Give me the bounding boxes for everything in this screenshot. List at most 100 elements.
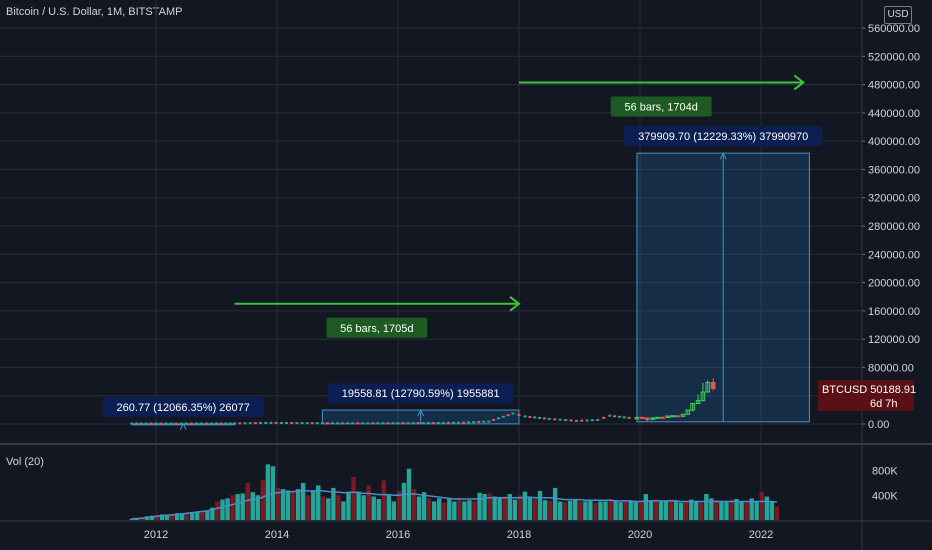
candle-body	[644, 417, 650, 420]
trend-candle	[533, 416, 537, 419]
trend-candle	[330, 422, 334, 425]
range-label-bg	[102, 396, 264, 417]
y-tick-label: 280000.00	[868, 221, 920, 233]
volume-bar	[527, 497, 533, 520]
range-label: 379909.70 (12229.33%) 37990970	[638, 131, 808, 143]
trend-candle	[290, 422, 294, 425]
trend-candle	[238, 422, 242, 425]
range-label: 19558.81 (12790.59%) 1955881	[342, 388, 500, 400]
volume-bar	[179, 513, 185, 520]
trend-candle	[169, 422, 173, 425]
volume-bar	[754, 501, 759, 520]
range-arrow-head	[179, 422, 187, 431]
volume-bar	[316, 485, 321, 520]
trend-candle	[279, 421, 283, 424]
volume-bar	[275, 487, 281, 520]
price-label-countdown: 6d 7h	[870, 398, 898, 410]
volume-bar	[442, 502, 447, 520]
volume-bar	[447, 498, 452, 520]
volume-bar	[542, 500, 548, 520]
trend-candle	[553, 418, 557, 421]
trend-candle	[135, 422, 139, 425]
trend-candle	[336, 422, 339, 425]
trend-candle	[361, 422, 365, 425]
trend-candle	[462, 421, 466, 424]
trend-candle	[436, 421, 440, 424]
trend-candle	[199, 422, 203, 425]
volume-bar	[169, 513, 175, 520]
volume-bar	[724, 501, 729, 520]
trend-candle	[441, 421, 445, 424]
trend-candle	[315, 422, 319, 425]
volume-bar	[356, 491, 361, 520]
volume-bar	[547, 500, 553, 520]
volume-bar	[668, 499, 674, 520]
candle-body	[660, 416, 665, 419]
volume-bar	[512, 499, 518, 520]
volume-bar	[744, 500, 749, 520]
volume-bar	[431, 501, 437, 520]
volume-bar	[391, 501, 397, 520]
volume-bar	[694, 501, 699, 520]
trend-candle	[406, 422, 410, 425]
volume-bar	[719, 500, 724, 520]
trend-candle	[233, 422, 237, 425]
currency-button[interactable]: USD	[884, 6, 912, 24]
candle-body	[690, 402, 695, 411]
volume-bar	[174, 513, 180, 520]
volume-bar	[769, 501, 775, 520]
trend-candle	[248, 422, 252, 425]
volume-bar	[593, 502, 598, 520]
volume-bar	[421, 492, 427, 520]
bars-label: 56 bars, 1704d	[624, 101, 697, 113]
trend-candle	[523, 415, 527, 418]
volume-bar	[260, 479, 266, 520]
volume-bar	[225, 498, 230, 520]
trend-candle	[627, 416, 631, 419]
volume-bar	[200, 511, 205, 520]
volume-bar	[623, 501, 628, 520]
volume-bar	[658, 501, 664, 520]
volume-bar	[588, 500, 593, 520]
trend-candle	[477, 420, 481, 423]
trend-candle	[381, 422, 385, 425]
volume-bar	[467, 500, 472, 520]
trend-candle	[285, 421, 289, 424]
trend-candle	[269, 421, 273, 424]
volume-bar	[159, 514, 165, 520]
price-label-value: BTCUSD 50188.91	[822, 384, 916, 396]
trend-candle	[517, 414, 521, 417]
candle-body	[640, 416, 645, 419]
x-tick-label: 2022	[749, 529, 773, 541]
volume-bar	[573, 499, 578, 520]
volume-bar	[618, 502, 623, 520]
volume-bar	[552, 487, 558, 520]
volume-bar	[305, 495, 311, 520]
volume-bar	[426, 498, 432, 520]
volume-bar	[699, 502, 704, 520]
trend-candle	[602, 416, 606, 419]
candle-body	[700, 391, 706, 402]
bars-label-bg	[610, 96, 712, 117]
volume-bar	[386, 495, 392, 520]
trend-candle	[542, 417, 546, 420]
volume-bar	[437, 498, 442, 520]
trend-candle	[482, 420, 486, 423]
volume-bar	[482, 494, 487, 520]
volume-bar	[603, 501, 608, 520]
chart-title: Bitcoin / U.S. Dollar, 1M, BITSTAMP	[6, 6, 183, 18]
trend-candle	[446, 421, 450, 424]
trend-candle	[305, 422, 309, 425]
volume-bar	[633, 501, 638, 520]
trend-candle	[547, 417, 551, 420]
volume-bar	[331, 487, 336, 520]
volume-bar	[749, 498, 754, 520]
volume-bar	[376, 498, 381, 520]
range-arrow-head	[417, 408, 425, 417]
candle-body	[705, 381, 711, 393]
volume-bar	[734, 498, 739, 520]
trend-candle	[386, 422, 390, 425]
volume-bar	[653, 499, 659, 520]
trend-candle	[487, 420, 491, 423]
